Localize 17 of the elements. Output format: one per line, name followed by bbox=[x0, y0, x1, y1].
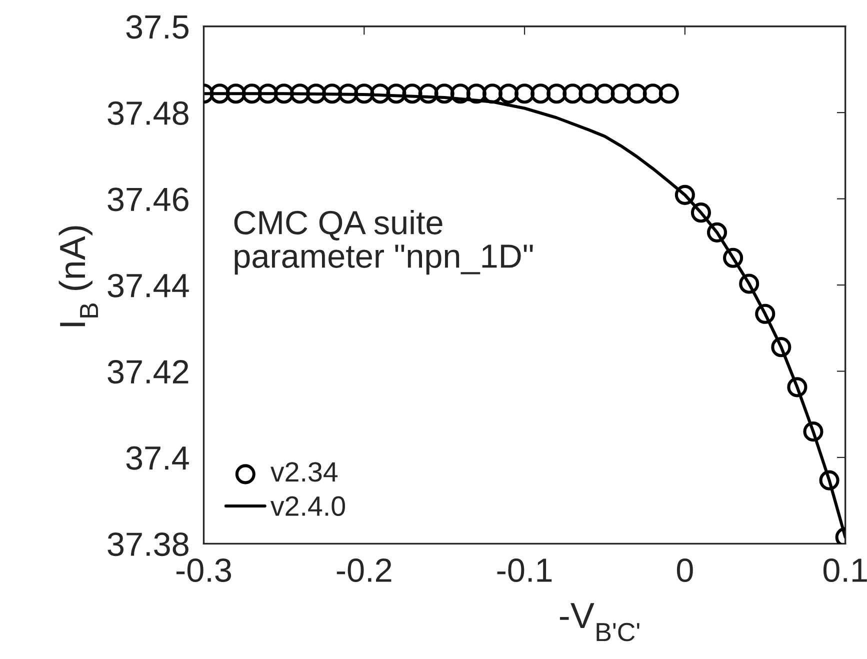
x-tick-label: 0.1 bbox=[823, 558, 867, 582]
y-tick-label: 37.46 bbox=[108, 188, 188, 212]
x-axis-title: -VB'C' bbox=[560, 603, 640, 642]
y-tick-label: 37.48 bbox=[108, 101, 188, 125]
y-tick-label: 37.44 bbox=[108, 274, 189, 298]
x-tick-label: -0.2 bbox=[336, 558, 392, 582]
x-tick-label: 0 bbox=[676, 558, 693, 582]
legend-label: v2.4.0 bbox=[270, 496, 345, 516]
legend-label: v2.34 bbox=[270, 462, 338, 482]
y-tick-label: 37.42 bbox=[108, 360, 188, 384]
y-tick-label: 37.5 bbox=[126, 15, 188, 39]
annotation: CMC QA suite parameter "npn_1D" bbox=[234, 210, 533, 275]
x-tick-label: -0.3 bbox=[176, 558, 231, 582]
y-axis-title: IB (nA) bbox=[58, 226, 98, 326]
x-tick-label: -0.1 bbox=[497, 558, 552, 582]
y-tick-label: 37.4 bbox=[126, 446, 189, 470]
y-tick-label: 37.38 bbox=[108, 532, 188, 556]
